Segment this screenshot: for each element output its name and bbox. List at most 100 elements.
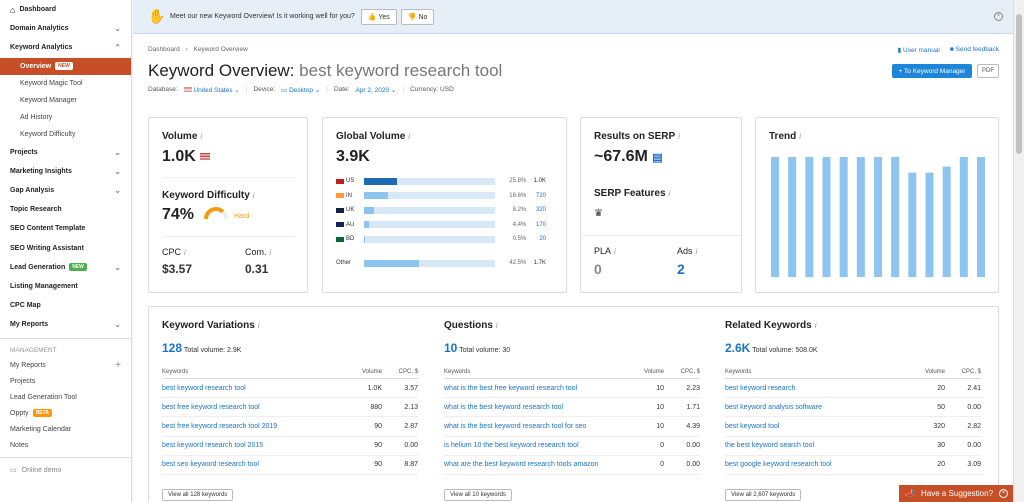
sidebar-item-projects[interactable]: Projects: [0, 373, 131, 389]
sidebar-item-cpc-map[interactable]: CPC Map: [0, 296, 131, 315]
keyword-link[interactable]: what is the best keyword research tool f…: [444, 416, 626, 437]
keyword-link[interactable]: the best keyword search tool: [725, 436, 907, 456]
sidebar-item-lead-generation[interactable]: Lead Generation NEW ⌄: [0, 258, 131, 277]
sidebar-item-notes[interactable]: Notes: [0, 437, 131, 453]
volume-value[interactable]: 720: [535, 192, 546, 199]
sidebar-item-seo-content-template[interactable]: SEO Content Template: [0, 219, 131, 238]
plus-icon[interactable]: +: [115, 359, 121, 371]
close-icon[interactable]: ×: [999, 489, 1009, 498]
view-all-button[interactable]: View all 10 keywords: [444, 489, 512, 501]
sidebar-item-marketing-calendar[interactable]: Marketing Calendar: [0, 421, 131, 437]
user-manual-link[interactable]: ▮ User manual: [898, 46, 940, 54]
info-icon[interactable]: i: [269, 248, 272, 257]
scrollbar[interactable]: [1013, 0, 1024, 502]
serp-features-title: SERP Features i: [594, 188, 670, 199]
pdf-button[interactable]: PDF: [977, 64, 999, 78]
questions-count[interactable]: 10: [444, 341, 458, 355]
ads-value[interactable]: 2: [677, 261, 685, 277]
sidebar-item-marketing-insights[interactable]: Marketing Insights ⌄: [0, 162, 131, 181]
keyword-link[interactable]: what is the best free keyword research t…: [444, 378, 626, 399]
sidebar-item-seo-writing-assistant[interactable]: SEO Writing Assistant: [0, 239, 131, 258]
sidebar-item-oppty[interactable]: Oppty BETA: [0, 405, 131, 421]
keyword-link[interactable]: what are the best keyword research tools…: [444, 455, 626, 475]
sidebar-item-my-reports[interactable]: My Reports +: [0, 357, 131, 373]
sidebar-item-label: Keyword Magic Tool: [20, 79, 83, 87]
info-icon[interactable]: i: [252, 191, 255, 200]
info-icon[interactable]: i: [814, 321, 817, 330]
keyword-link[interactable]: best keyword research tool: [162, 378, 344, 399]
cpc-title-text: CPC: [162, 247, 182, 257]
info-icon[interactable]: i: [257, 321, 260, 330]
keyword-link[interactable]: best keyword research: [725, 378, 907, 399]
date-select[interactable]: Apr 2, 2020 ⌄: [355, 87, 397, 94]
keyword-link[interactable]: best google keyword research tool: [725, 455, 907, 475]
sidebar-item-keyword-analytics[interactable]: Keyword Analytics ⌃: [0, 38, 131, 57]
info-icon[interactable]: i: [614, 247, 616, 256]
sidebar-item-projects[interactable]: Projects ⌄: [0, 143, 131, 162]
info-icon[interactable]: i: [799, 132, 802, 141]
keyword-link[interactable]: best seo keyword research tool: [162, 455, 344, 475]
sidebar-item-keyword-difficulty[interactable]: Keyword Difficulty: [0, 126, 131, 143]
online-demo-link[interactable]: ▭ Online demo: [0, 462, 131, 478]
volume-cell: 10: [626, 416, 664, 437]
volume-value[interactable]: 1.7K: [533, 260, 546, 266]
sidebar-item-ad-history[interactable]: Ad History: [0, 109, 131, 126]
info-icon[interactable]: i: [695, 247, 698, 256]
keyword-link[interactable]: best free keyword research tool 2019: [162, 416, 344, 437]
serp-list-icon[interactable]: ▤: [652, 152, 663, 164]
related-keywords-summary: 2.6K Total volume: 508.0K: [725, 341, 818, 355]
keyword-link[interactable]: what is the best keyword research tool: [444, 397, 626, 418]
breadcrumb-home[interactable]: Dashboard: [148, 46, 180, 53]
view-all-button[interactable]: View all 2,607 keywords: [725, 489, 802, 501]
questions-table: Keywords Volume CPC, $ what is the best fre…: [444, 366, 700, 475]
scrollbar-thumb[interactable]: [1016, 14, 1022, 154]
volume-value[interactable]: 20: [539, 236, 546, 242]
crown-icon: ♛: [594, 208, 603, 219]
close-icon[interactable]: ×: [994, 12, 1003, 21]
view-all-button[interactable]: View all 128 keywords: [162, 489, 234, 501]
info-icon[interactable]: i: [668, 189, 671, 198]
send-feedback-link[interactable]: ■ Send feedback: [950, 46, 999, 54]
volume-card: Volume i 1.0K Keyword Difficulty i 74% Har…: [148, 117, 308, 293]
keyword-link[interactable]: best keyword research tool 2015: [162, 436, 344, 456]
info-icon[interactable]: i: [408, 132, 411, 141]
to-keyword-manager-button[interactable]: + To Keyword Manager: [892, 64, 972, 78]
main-content: ✋ Meet our new Keyword Overview! Is it w…: [133, 0, 1013, 502]
keyword-link[interactable]: is helium 10 the best keyword research t…: [444, 436, 626, 456]
sidebar-item-keyword-magic-tool[interactable]: Keyword Magic Tool: [0, 75, 131, 92]
sidebar-item-domain-analytics[interactable]: Domain Analytics ⌄: [0, 19, 131, 38]
sidebar-item-keyword-manager[interactable]: Keyword Manager: [0, 92, 131, 109]
sidebar-item-overview[interactable]: Overview NEW: [0, 57, 131, 75]
info-icon[interactable]: i: [495, 321, 498, 330]
database-select[interactable]: United States ⌄: [183, 86, 240, 94]
keyword-link[interactable]: best free keyword research tool: [162, 397, 344, 418]
sidebar-item-lead-generation-tool[interactable]: Lead Generation Tool: [0, 389, 131, 405]
trend-bar: [771, 157, 779, 277]
no-button[interactable]: 👎 No: [400, 8, 435, 25]
suggestion-button[interactable]: 📣 Have a Suggestion? ×: [899, 485, 1013, 502]
info-icon[interactable]: i: [184, 248, 186, 257]
trend-title: Trend i: [769, 131, 801, 142]
global-volume-row: AU 4.4% 170: [336, 220, 546, 230]
keyword-variations-count[interactable]: 128: [162, 341, 183, 355]
table-row: best free keyword research tool 880 2.13: [162, 397, 418, 418]
sidebar-item-dashboard[interactable]: ⌂ Dashboard: [0, 0, 131, 19]
info-icon[interactable]: i: [200, 132, 203, 141]
volume-value[interactable]: 320: [535, 207, 546, 213]
device-select[interactable]: ▭ Desktop ⌄: [281, 87, 321, 94]
questions-total: Total volume: 30: [459, 347, 511, 354]
related-keywords-count[interactable]: 2.6K: [725, 341, 751, 355]
yes-button[interactable]: 👍 Yes: [360, 8, 397, 25]
sidebar-item-listing-management[interactable]: Listing Management: [0, 277, 131, 296]
global-volume-row: BD 0.5% 20: [336, 234, 546, 244]
volume-value[interactable]: 170: [535, 221, 546, 228]
keyword-link[interactable]: best keyword tool: [725, 416, 907, 437]
sidebar-item-gap-analysis[interactable]: Gap Analysis ⌄: [0, 181, 131, 200]
volume-value[interactable]: 1.0K: [533, 178, 546, 184]
title-keyword: best keyword research tool: [299, 61, 503, 80]
keyword-link[interactable]: best keyword analysis software: [725, 397, 907, 418]
sidebar-item-my-reports[interactable]: My Reports ⌄: [0, 315, 131, 334]
sidebar-item-topic-research[interactable]: Topic Research: [0, 200, 131, 219]
info-icon[interactable]: i: [678, 132, 680, 141]
sidebar: ⌂ Dashboard Domain Analytics ⌄ Keyword A…: [0, 0, 132, 502]
